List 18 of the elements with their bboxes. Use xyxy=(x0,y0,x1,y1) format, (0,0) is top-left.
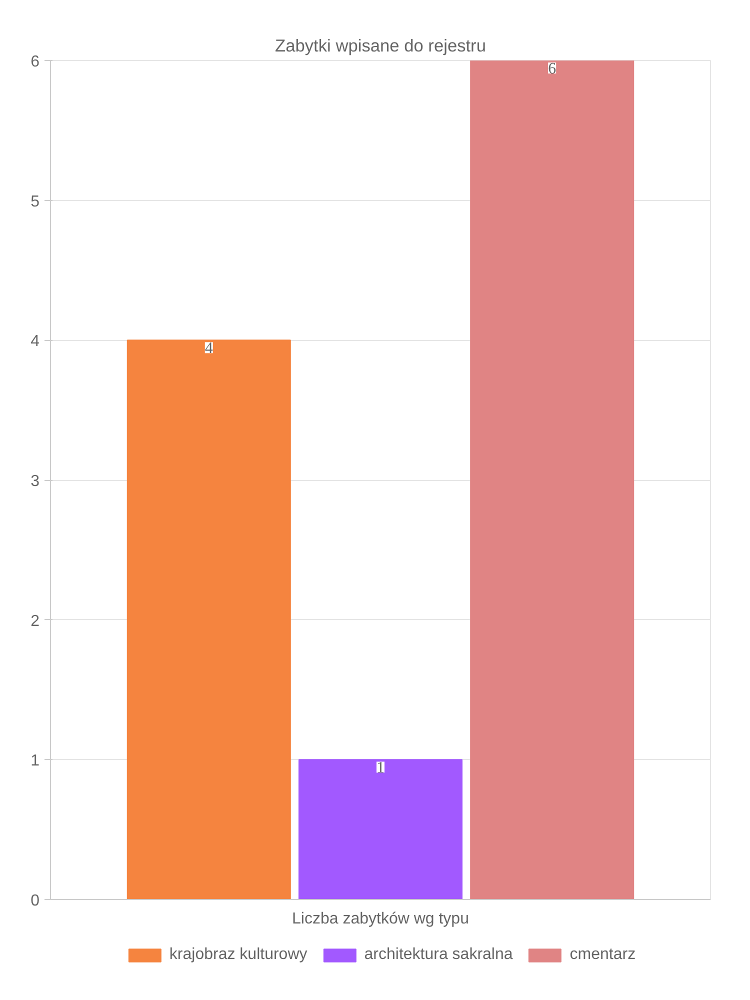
chart-title: Zabytki wpisane do rejestru xyxy=(275,36,486,56)
y-tick-label: 1 xyxy=(30,752,40,770)
y-tick-label: 6 xyxy=(30,54,40,70)
bar xyxy=(298,759,463,900)
y-tick-label: 3 xyxy=(30,473,40,490)
bar xyxy=(470,60,634,900)
y-tick-label: 2 xyxy=(30,612,40,630)
legend-label: krajobraz kulturowy xyxy=(169,946,308,964)
data-label: 6 xyxy=(548,60,556,78)
data-label: 1 xyxy=(376,760,384,777)
legend-label: architektura sakralna xyxy=(364,946,513,964)
y-tick-label: 5 xyxy=(30,193,40,210)
x-tick-label: Liczba zabytków wg typu xyxy=(292,910,469,928)
y-tick-label: 0 xyxy=(30,892,40,910)
bar xyxy=(126,340,291,900)
legend-label: cmentarz xyxy=(570,946,636,964)
y-tick-label: 4 xyxy=(30,333,40,350)
data-label: 4 xyxy=(204,340,213,358)
